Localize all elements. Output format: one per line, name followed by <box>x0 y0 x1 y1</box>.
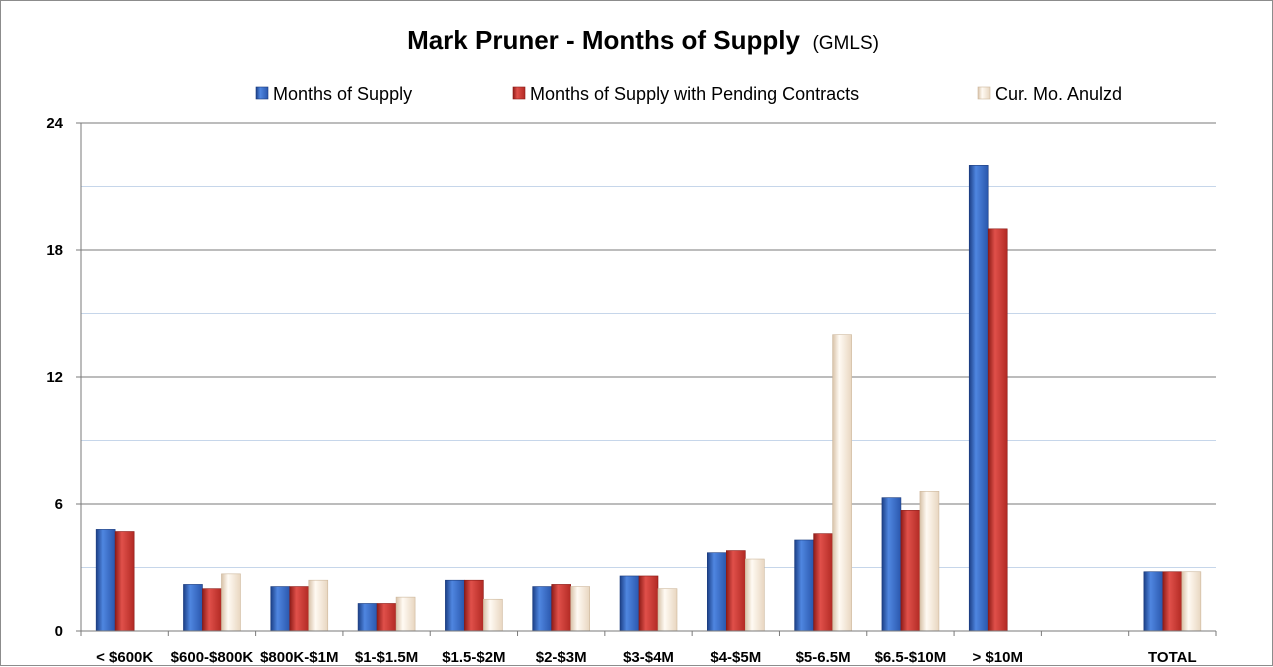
x-tick-label: $800K-$1M <box>260 649 338 666</box>
bar-months-of-supply-5-6-5m <box>794 539 814 632</box>
grid-lines <box>81 186 1216 568</box>
bar-months-of-supply-800k-1m <box>270 586 291 632</box>
bar-months-of-supply-600-800k <box>183 584 203 632</box>
bar-cur-mo-anulzd-6-5-10m <box>919 490 940 632</box>
chart-subtitle: (GMLS) <box>812 33 879 54</box>
bar-months-of-supply-6-5-10m <box>881 497 902 632</box>
legend-item-months-of-supply-with-pending-contracts: Months of Supply with Pending Contracts <box>512 84 859 104</box>
bar-cur-mo-anulzd-800k-1m <box>308 579 329 632</box>
series-months-of-supply <box>95 165 1164 632</box>
legend-swatch <box>255 86 269 100</box>
bar-months-of-supply-1-1-5m <box>357 603 378 632</box>
x-tick-label: TOTAL <box>1148 649 1197 666</box>
bar-months-of-supply-with-pending-contracts-4-5m <box>726 550 746 632</box>
legend-swatch <box>977 86 991 100</box>
series-cur-mo-anulzd <box>221 334 1202 632</box>
y-tick-label: 18 <box>46 242 63 259</box>
x-tick-label: $4-$5M <box>710 649 761 666</box>
y-tick-label: 12 <box>46 369 63 386</box>
bar-months-of-supply-total <box>1143 571 1164 632</box>
chart-title-main: Mark Pruner - Months of Supply <box>407 25 800 55</box>
bar-cur-mo-anulzd-2-3m <box>570 586 590 632</box>
y-tick-label: 6 <box>55 496 63 513</box>
bar-months-of-supply-with-pending-contracts-5-6-5m <box>813 533 833 632</box>
x-tick-label: $2-$3M <box>536 649 587 666</box>
bars-group <box>95 165 1202 632</box>
series-months-of-supply-with-pending-contracts <box>114 228 1183 632</box>
bar-months-of-supply-2-3m <box>532 586 552 632</box>
legend-item-cur-mo-anulzd: Cur. Mo. Anulzd <box>977 84 1122 104</box>
legend-item-months-of-supply: Months of Supply <box>255 84 412 104</box>
bar-months-of-supply-10m <box>968 165 989 632</box>
bar-months-of-supply-with-pending-contracts-800k-1m <box>289 586 310 632</box>
bar-months-of-supply-with-pending-contracts-10m <box>987 228 1008 632</box>
legend-label: Months of Supply with Pending Contracts <box>530 84 859 104</box>
y-axis-tick-labels: 0 6 12 18 24 <box>46 115 63 640</box>
bar-months-of-supply-with-pending-contracts-total <box>1162 571 1183 632</box>
x-tick-label: $5-6.5M <box>796 649 851 666</box>
bar-cur-mo-anulzd-1-1-5m <box>395 596 416 632</box>
x-tick-label: $6.5-$10M <box>875 649 947 666</box>
bar-months-of-supply-4-5m <box>707 552 727 632</box>
chart-title: Mark Pruner - Months of Supply (GMLS) <box>407 25 879 55</box>
legend-label: Cur. Mo. Anulzd <box>995 84 1122 104</box>
bar-months-of-supply-1-5-2m <box>445 579 465 632</box>
bar-cur-mo-anulzd-4-5m <box>745 558 765 632</box>
x-tick-label: < $600K <box>96 649 153 666</box>
x-tick-label: $600-$800K <box>171 649 254 666</box>
bar-cur-mo-anulzd-total <box>1181 571 1202 632</box>
legend-swatch <box>512 86 526 100</box>
bar-months-of-supply-with-pending-contracts-2-3m <box>551 584 571 632</box>
y-tick-label: 24 <box>46 115 63 132</box>
bar-months-of-supply-with-pending-contracts-600-800k <box>202 588 222 632</box>
bar-cur-mo-anulzd-600-800k <box>221 573 241 632</box>
bar-months-of-supply-with-pending-contracts-1-1-5m <box>376 603 397 632</box>
bar-months-of-supply-3-4m <box>619 575 640 632</box>
x-tick-label: > $10M <box>973 649 1023 666</box>
bar-months-of-supply-with-pending-contracts-6-5-10m <box>900 510 921 632</box>
bar-months-of-supply-with-pending-contracts-1-5-2m <box>464 579 484 632</box>
bar-cur-mo-anulzd-3-4m <box>657 588 678 632</box>
bar-cur-mo-anulzd-1-5-2m <box>483 598 503 632</box>
bar-months-of-supply-600k <box>95 529 116 632</box>
x-tick-label: $3-$4M <box>623 649 674 666</box>
y-tick-label: 0 <box>55 623 63 640</box>
x-tick-label: $1.5-$2M <box>442 649 505 666</box>
bar-cur-mo-anulzd-5-6-5m <box>832 334 852 632</box>
x-tick-label: $1-$1.5M <box>355 649 418 666</box>
bar-months-of-supply-with-pending-contracts-600k <box>114 531 135 632</box>
axes <box>76 122 1217 636</box>
legend-label: Months of Supply <box>273 84 412 104</box>
chart-legend: Months of Supply Months of Supply with Pe… <box>255 84 1122 104</box>
bar-months-of-supply-with-pending-contracts-3-4m <box>638 575 659 632</box>
x-axis-tick-labels: < $600K $600-$800K $800K-$1M $1-$1.5M $1.5-$… <box>96 649 1197 666</box>
